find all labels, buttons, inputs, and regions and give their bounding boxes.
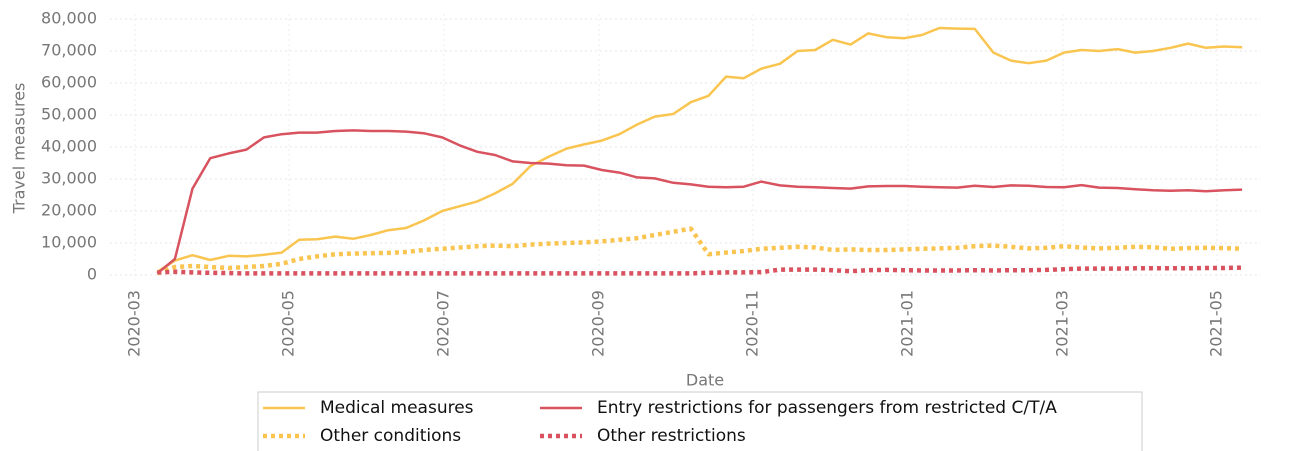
x-tick-label: 2020-07 [434, 290, 453, 357]
y-tick-label: 0 [87, 265, 97, 284]
x-tick-label: 2021-01 [897, 290, 916, 357]
y-tick-label: 40,000 [41, 137, 97, 156]
x-tick-label: 2020-11 [743, 290, 762, 357]
legend-label: Other conditions [320, 426, 461, 446]
series-line [156, 226, 1243, 276]
y-tick-label: 70,000 [41, 41, 97, 60]
y-tick-label: 10,000 [41, 233, 97, 252]
series-line [156, 129, 1243, 275]
x-tick-label: 2020-03 [125, 290, 144, 357]
x-tick-label: 2020-05 [279, 290, 298, 357]
legend-label: Entry restrictions for passengers from r… [597, 398, 1057, 418]
y-tick-label: 50,000 [41, 105, 97, 124]
legend-label: Medical measures [320, 398, 474, 418]
legend-box [257, 391, 1143, 451]
x-axis-label: Date [686, 371, 724, 390]
x-tick-label: 2021-03 [1052, 290, 1071, 357]
legend-label: Other restrictions [597, 426, 746, 446]
x-tick-label: 2021-05 [1207, 290, 1226, 357]
y-tick-label: 20,000 [41, 201, 97, 220]
y-tick-label: 30,000 [41, 169, 97, 188]
series-line [157, 265, 1243, 276]
x-tick-label: 2020-09 [588, 290, 607, 357]
series-line [156, 26, 1243, 273]
y-tick-label: 80,000 [41, 9, 97, 28]
y-tick-label: 60,000 [41, 73, 97, 92]
y-axis-label: Travel measures [10, 83, 29, 215]
